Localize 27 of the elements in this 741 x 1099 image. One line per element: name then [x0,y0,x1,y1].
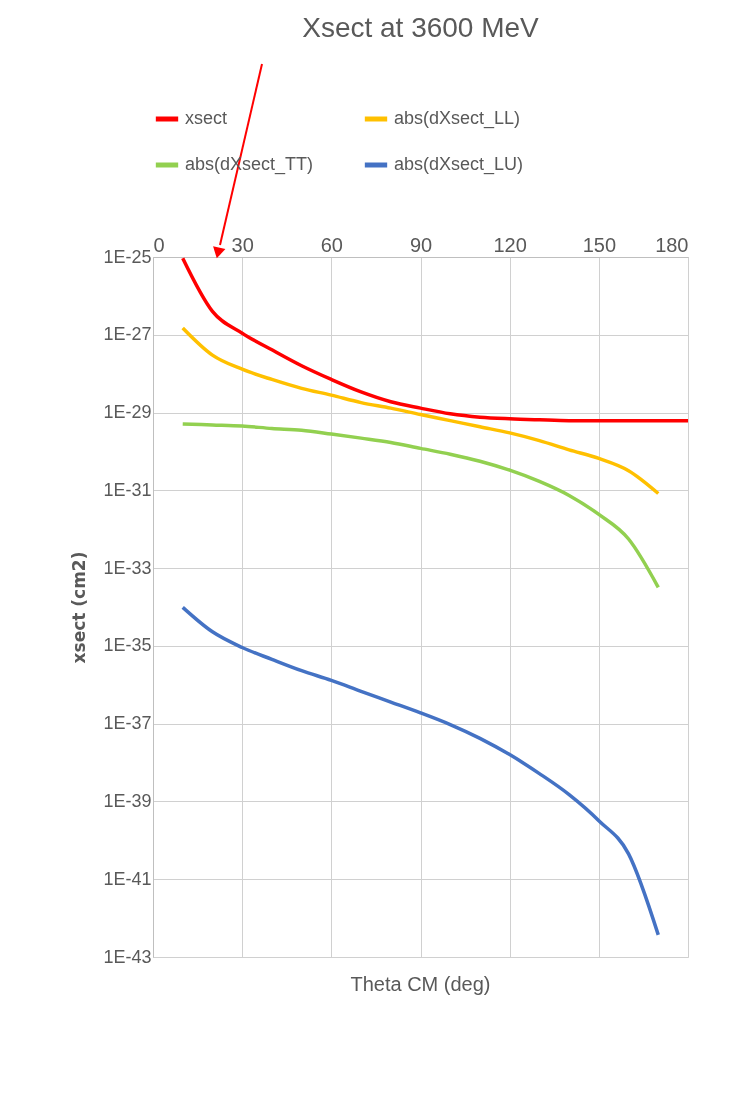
x-tick-label: 30 [231,233,254,256]
y-tick-label: 1E-25 [103,246,152,267]
x-tick-label: 60 [320,233,343,256]
y-tick-label: 1E-39 [103,790,152,811]
line-series [180,605,661,937]
legend-label: abs(dXsect_LU) [394,154,524,175]
x-tick-label: 150 [582,233,617,256]
y-tick-label: 1E-41 [103,868,152,889]
y-tick-label: 1E-35 [103,635,152,656]
x-axis-title: Theta CM (deg) [350,973,491,995]
y-tick-label: 1E-27 [103,324,152,345]
y-tick-label: 1E-33 [103,557,152,578]
line-series [180,422,661,590]
x-tick-label: 120 [493,233,527,256]
x-tick-label: 180 [655,233,689,256]
y-tick-label: 1E-31 [103,479,152,500]
y-tick-label: 1E-43 [103,946,152,967]
x-tick-label: 90 [409,233,433,256]
y-axis-title: xsect (cm2) [69,551,90,664]
line-series [180,326,661,496]
legend-label: xsect [185,108,228,128]
line-series [180,256,690,423]
y-tick-label: 1E-29 [103,402,152,423]
legend-label: abs(dXsect_LL) [394,108,521,129]
x-tick-label: 0 [153,233,165,256]
chart-title: Xsect at 3600 MeV [302,12,540,43]
y-tick-label: 1E-37 [103,713,152,734]
